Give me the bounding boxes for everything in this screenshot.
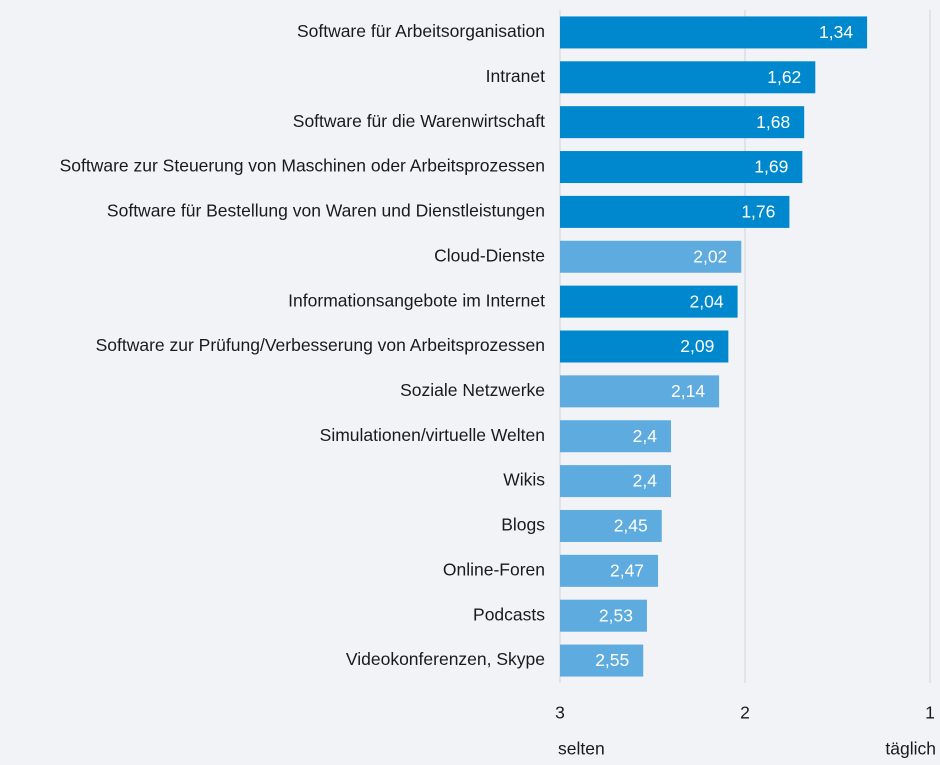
value-label: 2,09 [680,336,714,356]
y-tick-label: Software für Arbeitsorganisation [297,21,545,41]
bar [560,195,790,228]
bar [560,240,742,273]
y-tick-label: Informationsangebote im Internet [288,290,545,310]
value-label: 2,55 [595,650,629,670]
x-label-right: täglich [885,739,936,759]
value-label: 1,62 [767,67,801,87]
value-label: 2,4 [633,471,658,491]
bar [560,330,729,363]
value-label: 2,04 [690,291,724,311]
bar [560,644,644,677]
value-label: 2,4 [633,426,658,446]
bar [560,151,803,184]
y-tick-label: Simulationen/virtuelle Welten [320,425,545,445]
y-tick-label: Intranet [486,66,545,86]
value-label: 1,76 [741,202,775,222]
bar [560,16,868,49]
value-label: 2,14 [671,381,705,401]
y-tick-label: Software zur Steuerung von Maschinen ode… [60,156,545,176]
bar [560,285,738,318]
x-tick-label: 1 [925,703,935,723]
bar [560,465,671,498]
bar [560,509,662,542]
y-tick-label: Wikis [503,470,545,490]
y-tick-label: Software für die Warenwirtschaft [293,111,545,131]
y-tick-label: Podcasts [473,604,545,624]
bar [560,599,647,632]
y-tick-label: Cloud-Dienste [434,245,545,265]
bar [560,420,671,453]
value-label: 1,69 [754,157,788,177]
value-label: 1,68 [756,112,790,132]
bar [560,554,659,587]
x-tick-label: 2 [740,703,750,723]
value-label: 2,02 [693,246,727,266]
bar [560,106,805,139]
value-label: 2,45 [614,516,648,536]
x-tick-label: 3 [555,703,565,723]
y-tick-label: Soziale Netzwerke [400,380,545,400]
value-label: 2,47 [610,560,644,580]
value-label: 1,34 [819,22,853,42]
y-tick-label: Software für Bestellung von Waren und Di… [107,201,545,221]
x-label-left: selten [558,739,605,759]
value-label: 2,53 [599,605,633,625]
bar [560,61,816,94]
bar [560,375,720,408]
y-tick-label: Blogs [501,515,545,535]
y-tick-label: Software zur Prüfung/Verbesserung von Ar… [96,335,545,355]
y-tick-label: Videokonferenzen, Skype [346,649,545,669]
y-tick-label: Online-Foren [443,559,545,579]
